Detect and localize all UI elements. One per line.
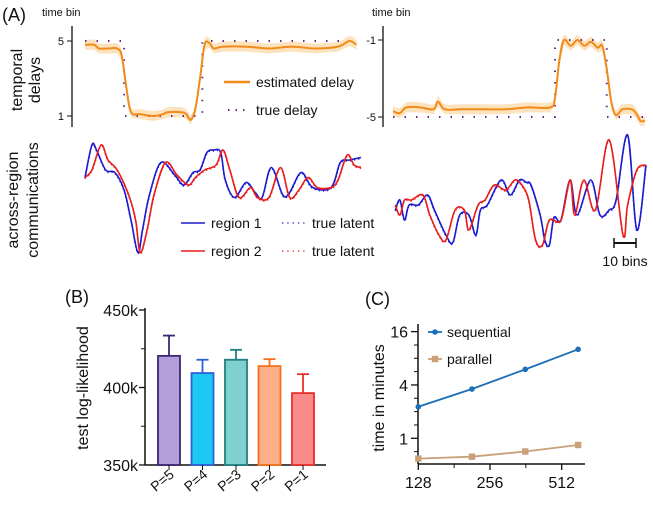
a-comm-ylabel-2: communications xyxy=(25,142,42,258)
c-line-sequential xyxy=(418,348,579,408)
panel-label-b: (B) xyxy=(65,287,89,307)
a-right-ytick-label: -1 xyxy=(366,35,376,47)
legend-parallel: parallel xyxy=(447,351,492,367)
panel-c-marks: 16 4 1 128 256 512 xyxy=(390,324,585,492)
legend-region1: region 1 xyxy=(211,215,262,231)
b-ytick-label: 450k xyxy=(103,303,139,320)
b-ylabel: test log-likelihood xyxy=(75,326,92,450)
scale-bar xyxy=(613,238,637,248)
b-bar-P=3 xyxy=(224,358,248,466)
c-xtick-label: 256 xyxy=(477,475,504,492)
a-right-region1-true-latent xyxy=(394,135,647,249)
c-point-parallel xyxy=(574,441,582,449)
a-right-region2-true-latent xyxy=(394,140,647,249)
legend-true-delay: true delay xyxy=(256,102,317,118)
panel-label-c: (C) xyxy=(365,289,390,309)
b-bar-P=5 xyxy=(157,354,181,466)
c-point-parallel xyxy=(415,455,422,462)
a-right-region1-trace xyxy=(394,134,647,248)
c-point-sequential xyxy=(469,386,475,392)
panel-label-a: (A) xyxy=(2,5,26,25)
a-right-yunit: time bin xyxy=(372,7,411,19)
b-xtick-label: P=1 xyxy=(281,466,311,495)
legend-region2: region 2 xyxy=(211,243,262,259)
a-comm-ylabel-1: across-region xyxy=(5,152,22,249)
legend-estimated-delay: estimated delay xyxy=(256,74,354,90)
c-point-parallel xyxy=(522,448,529,455)
a-right-ytick-label: -5 xyxy=(366,112,376,124)
a-right-estimated-delay xyxy=(392,38,646,123)
legend-marker-sequential xyxy=(432,329,438,335)
c-point-parallel xyxy=(468,453,476,460)
b-xtick-label: P=2 xyxy=(248,466,278,495)
a-left-region1-trace xyxy=(84,142,362,254)
a-left-region2-trace xyxy=(84,144,362,254)
legend-marker-parallel xyxy=(431,355,439,363)
c-point-sequential xyxy=(522,366,529,373)
b-bar-P=2 xyxy=(257,365,282,466)
panel-b-marks: 450k 400k 350k P=5 P=4 P=3 P=2 P=1 xyxy=(103,303,326,495)
a-left-ytick-label: 1 xyxy=(58,111,64,123)
b-xtick-label: P=4 xyxy=(181,466,211,495)
a-right-true-delay xyxy=(393,39,645,118)
panel-a-marks xyxy=(84,34,647,255)
c-ytick-label: 4 xyxy=(399,378,408,395)
c-ytick-label: 1 xyxy=(399,431,408,448)
a-right-region2-trace xyxy=(394,139,647,248)
legend-true-latent-2: true latent xyxy=(312,243,374,259)
legend-sequential: sequential xyxy=(447,324,511,340)
c-point-sequential xyxy=(415,403,422,410)
a-left-confidence-band xyxy=(85,35,357,125)
a-delays-ylabel-2: delays xyxy=(27,57,44,103)
b-xtick-label: P=5 xyxy=(147,466,177,495)
c-line-parallel xyxy=(418,444,579,460)
b-ytick-label: 350k xyxy=(103,458,139,475)
b-bar-P=1 xyxy=(291,392,315,466)
scale-bar-label: 10 bins xyxy=(602,253,647,269)
a-left-ytick-label: 5 xyxy=(58,36,64,48)
b-ytick-label: 400k xyxy=(103,381,139,398)
c-xtick-label: 128 xyxy=(405,475,432,492)
a-left-yunit: time bin xyxy=(42,7,81,19)
c-ytick-label: 16 xyxy=(390,325,408,342)
c-xtick-label: 512 xyxy=(548,475,575,492)
legend-true-latent-1: true latent xyxy=(312,215,374,231)
c-ylabel: time in minutes xyxy=(371,344,388,452)
c-point-sequential xyxy=(575,346,581,353)
b-xtick-label: P=3 xyxy=(214,466,244,495)
a-delays-ylabel-1: temporal xyxy=(9,49,26,111)
b-bar-P=4 xyxy=(190,372,215,466)
a-left-estimated-delay xyxy=(84,39,357,121)
